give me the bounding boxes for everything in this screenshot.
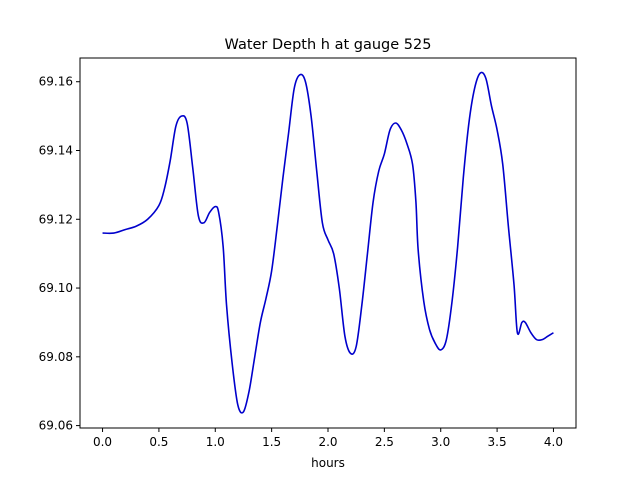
x-tick-label: 0.5 <box>149 435 168 449</box>
y-tick-label: 69.12 <box>39 212 73 226</box>
x-tick-label: 1.0 <box>206 435 225 449</box>
x-tick-label: 2.5 <box>375 435 394 449</box>
x-axis: 0.0 0.5 1.0 1.5 2.0 2.5 3.0 3.5 4.0 <box>93 428 563 449</box>
x-tick-label: 3.0 <box>431 435 450 449</box>
y-axis: 69.06 69.08 69.10 69.12 69.14 69.16 <box>39 75 80 433</box>
x-tick-label: 2.0 <box>318 435 337 449</box>
series-layer <box>102 71 554 414</box>
x-tick-label: 4.0 <box>544 435 563 449</box>
chart-title: Water Depth h at gauge 525 <box>225 37 432 53</box>
x-tick-label: 3.5 <box>488 435 507 449</box>
y-tick-label: 69.16 <box>39 75 73 89</box>
y-tick-label: 69.08 <box>39 350 73 364</box>
x-axis-label: hours <box>311 456 345 470</box>
y-tick-label: 69.06 <box>39 419 73 433</box>
x-tick-label: 1.5 <box>262 435 281 449</box>
y-tick-label: 69.14 <box>39 144 73 158</box>
series-line-0 <box>102 71 554 414</box>
x-tick-label: 0.0 <box>93 435 112 449</box>
y-tick-label: 69.10 <box>39 281 73 295</box>
